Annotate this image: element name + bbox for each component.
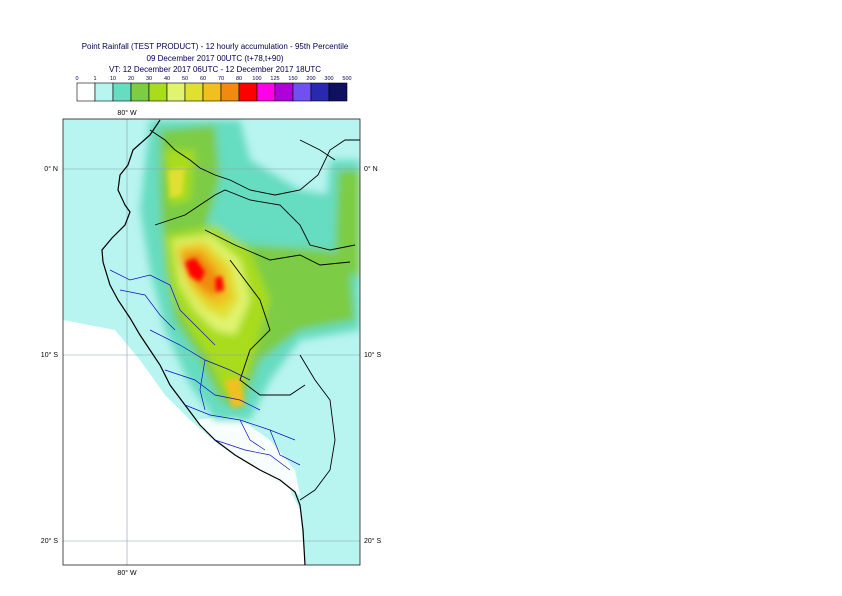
color-legend: 0 1 10 20 30 40 50 60 70 80 100 125 150 200 300 500 <box>75 76 352 102</box>
legend-tick-14: 300 <box>324 76 333 82</box>
coastline <box>101 119 306 565</box>
legend-tick-13: 200 <box>306 76 315 82</box>
legend-tick-7: 60 <box>200 76 206 82</box>
dry-coast-inland <box>195 415 300 495</box>
legend-tick-1: 1 <box>93 76 96 82</box>
title-line-2: 09 December 2017 00UTC (t+78,t+90) <box>146 54 284 63</box>
dry-coast <box>63 320 305 565</box>
lat-label-left-2: 20° S <box>41 537 59 545</box>
legend-tick-11: 125 <box>270 76 279 82</box>
band-80 <box>185 258 205 282</box>
legend-tick-6: 50 <box>182 76 188 82</box>
national-borders <box>149 129 360 501</box>
title-line-3: VT: 12 December 2017 06UTC - 12 December… <box>108 65 322 74</box>
legend-tick-2: 10 <box>110 76 116 82</box>
legend-tick-8: 70 <box>218 76 224 82</box>
legend-tick-3: 20 <box>128 76 134 82</box>
lat-label-right-1: 10° S <box>364 351 382 359</box>
graticule <box>63 119 360 565</box>
lon-label-top: 80° W <box>117 109 137 117</box>
legend-tick-15: 500 <box>342 76 351 82</box>
legend-tick-9: 80 <box>236 76 242 82</box>
legend-tick-5: 40 <box>164 76 170 82</box>
legend-tick-12: 150 <box>288 76 297 82</box>
legend-swatch-14 <box>328 82 348 102</box>
lat-label-left-1: 10° S <box>41 351 59 359</box>
legend-tick-10: 100 <box>252 76 261 82</box>
lat-label-right-0: 0° N <box>364 165 378 173</box>
legend-tick-4: 30 <box>146 76 152 82</box>
title-line-1: Point Rainfall (TEST PRODUCT) - 12 hourl… <box>81 42 349 51</box>
lat-label-left-0: 0° N <box>44 165 58 173</box>
lat-label-right-2: 20° S <box>364 537 382 545</box>
legend-tick-0: 0 <box>75 76 78 82</box>
regional-boundaries <box>109 269 301 471</box>
map-field <box>63 119 360 565</box>
map-frame <box>62 118 361 566</box>
lon-label-bottom: 80° W <box>117 569 137 577</box>
